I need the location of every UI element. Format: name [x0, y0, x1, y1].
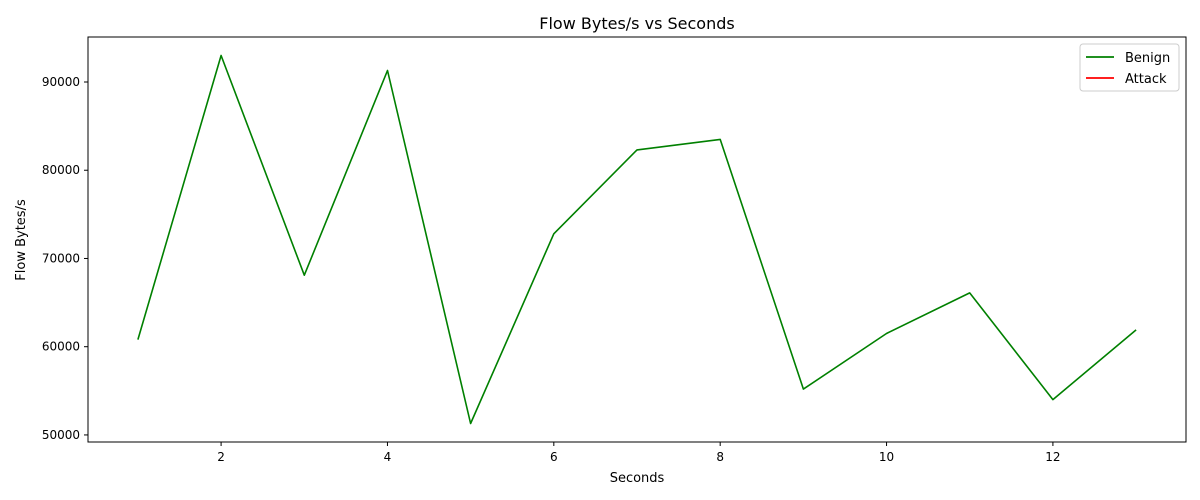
x-tick-label: 4: [384, 450, 392, 464]
x-tick-label: 8: [716, 450, 724, 464]
series-layer: [137, 54, 1137, 425]
legend-label-attack: Attack: [1125, 72, 1167, 87]
legend-label-benign: Benign: [1125, 51, 1170, 66]
x-tick-label: 12: [1045, 450, 1060, 464]
y-axis-label: Flow Bytes/s: [14, 199, 29, 281]
x-axis-label: Seconds: [610, 471, 665, 486]
series-line-benign: [137, 54, 1137, 425]
y-tick-label: 60000: [42, 340, 80, 354]
x-tick-label: 2: [217, 450, 225, 464]
y-tick-label: 90000: [42, 75, 80, 89]
chart-title: Flow Bytes/s vs Seconds: [539, 14, 734, 33]
x-tick-label: 10: [879, 450, 894, 464]
x-axis-ticks: 2 4 6 8 10 12: [217, 442, 1061, 464]
y-axis-ticks: 50000 60000 70000 80000 90000: [42, 75, 88, 442]
legend: Benign Attack: [1079, 43, 1180, 92]
plot-area-frame: [87, 36, 1187, 443]
y-tick-label: 70000: [42, 251, 80, 265]
x-tick-label: 6: [550, 450, 558, 464]
y-tick-label: 50000: [42, 428, 80, 442]
y-tick-label: 80000: [42, 163, 80, 177]
legend-box: [1079, 43, 1180, 92]
